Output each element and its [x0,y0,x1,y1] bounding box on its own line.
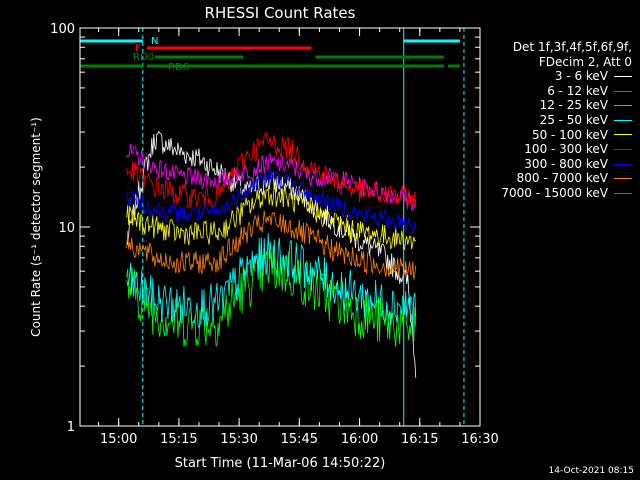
legend-swatch [614,178,632,180]
y-axis-label: Count Rate (s⁻¹ detector segment⁻¹) [29,117,43,337]
y-tick-label-0: 1 [67,420,75,435]
legend-header-line-2: FDecim 2, Att 0 [538,54,632,69]
legend-entry-1: 6 - 12 keV [480,84,632,99]
legend-entries: 3 - 6 keV 6 - 12 keV 12 - 25 keV 25 - 50 ke… [480,69,632,200]
x-axis-label: Start Time (11-Mar-06 14:50:22) [175,456,386,471]
x-tick-label-5: 16:15 [401,432,438,447]
series-line-7 [126,210,417,280]
x-tick-label-6: 16:30 [461,432,498,447]
legend-header-line-1: Det 1f,3f,4f,5f,6f,9f, [512,40,632,54]
timestamp: 14-Oct-2021 08:15 [548,466,634,476]
x-tick-label-0: 15:00 [100,432,137,447]
flag-label-rd0: RD0 [133,52,154,63]
x-tick-label-3: 15:45 [281,432,318,447]
x-tick-label-1: 15:15 [160,432,197,447]
flag-label-f: F [135,43,141,54]
plot-frame [79,27,481,427]
legend-entry-8: 7000 - 15000 keV [480,186,632,201]
legend-entry-7: 800 - 7000 keV [480,171,632,186]
y-tick-label-2: 100 [50,22,75,37]
legend-entry-2: 12 - 25 keV [480,98,632,113]
flag-label-rd6: RD6 [168,62,189,73]
legend-swatch [614,75,632,77]
legend: Det 1f,3f,4f,5f,6f,9f, FDecim 2, Att 0 3… [480,40,632,201]
legend-entry-0: 3 - 6 keV [480,69,632,84]
legend-label: 50 - 100 keV [531,127,608,142]
legend-swatch [614,119,632,121]
legend-label: 7000 - 15000 keV [501,185,608,200]
flag-label-n: N [151,36,158,47]
series-line-3 [126,233,417,330]
series-line-1 [126,143,417,212]
legend-swatch [614,163,632,165]
legend-label: 12 - 25 keV [539,98,608,113]
legend-swatch [614,148,632,150]
legend-swatch [614,90,632,92]
series-line-6 [126,168,417,234]
legend-swatch [614,105,632,107]
chart-title: RHESSI Count Rates [205,4,356,22]
legend-swatch [614,134,632,136]
series-line-2 [126,246,417,348]
legend-label: 25 - 50 keV [539,112,608,127]
series-line-5 [126,131,416,210]
legend-swatch [614,192,632,194]
legend-label: 300 - 800 keV [524,156,608,171]
legend-entry-6: 300 - 800 keV [480,157,632,172]
legend-entry-5: 100 - 300 keV [480,142,632,157]
legend-label: 6 - 12 keV [547,83,608,98]
series-line-4 [126,185,417,251]
plot-area: 15:00 15:15 15:30 15:45 16:00 16:15 16:30 1 10 10… [50,22,499,447]
y-tick-label-1: 10 [58,221,75,236]
legend-label: 3 - 6 keV [554,69,608,84]
legend-label: 800 - 7000 keV [516,171,608,186]
legend-entry-4: 50 - 100 keV [480,128,632,143]
legend-label: 100 - 300 keV [524,142,608,157]
x-tick-label-4: 16:00 [341,432,378,447]
x-tick-label-2: 15:30 [220,432,257,447]
legend-entry-3: 25 - 50 keV [480,113,632,128]
